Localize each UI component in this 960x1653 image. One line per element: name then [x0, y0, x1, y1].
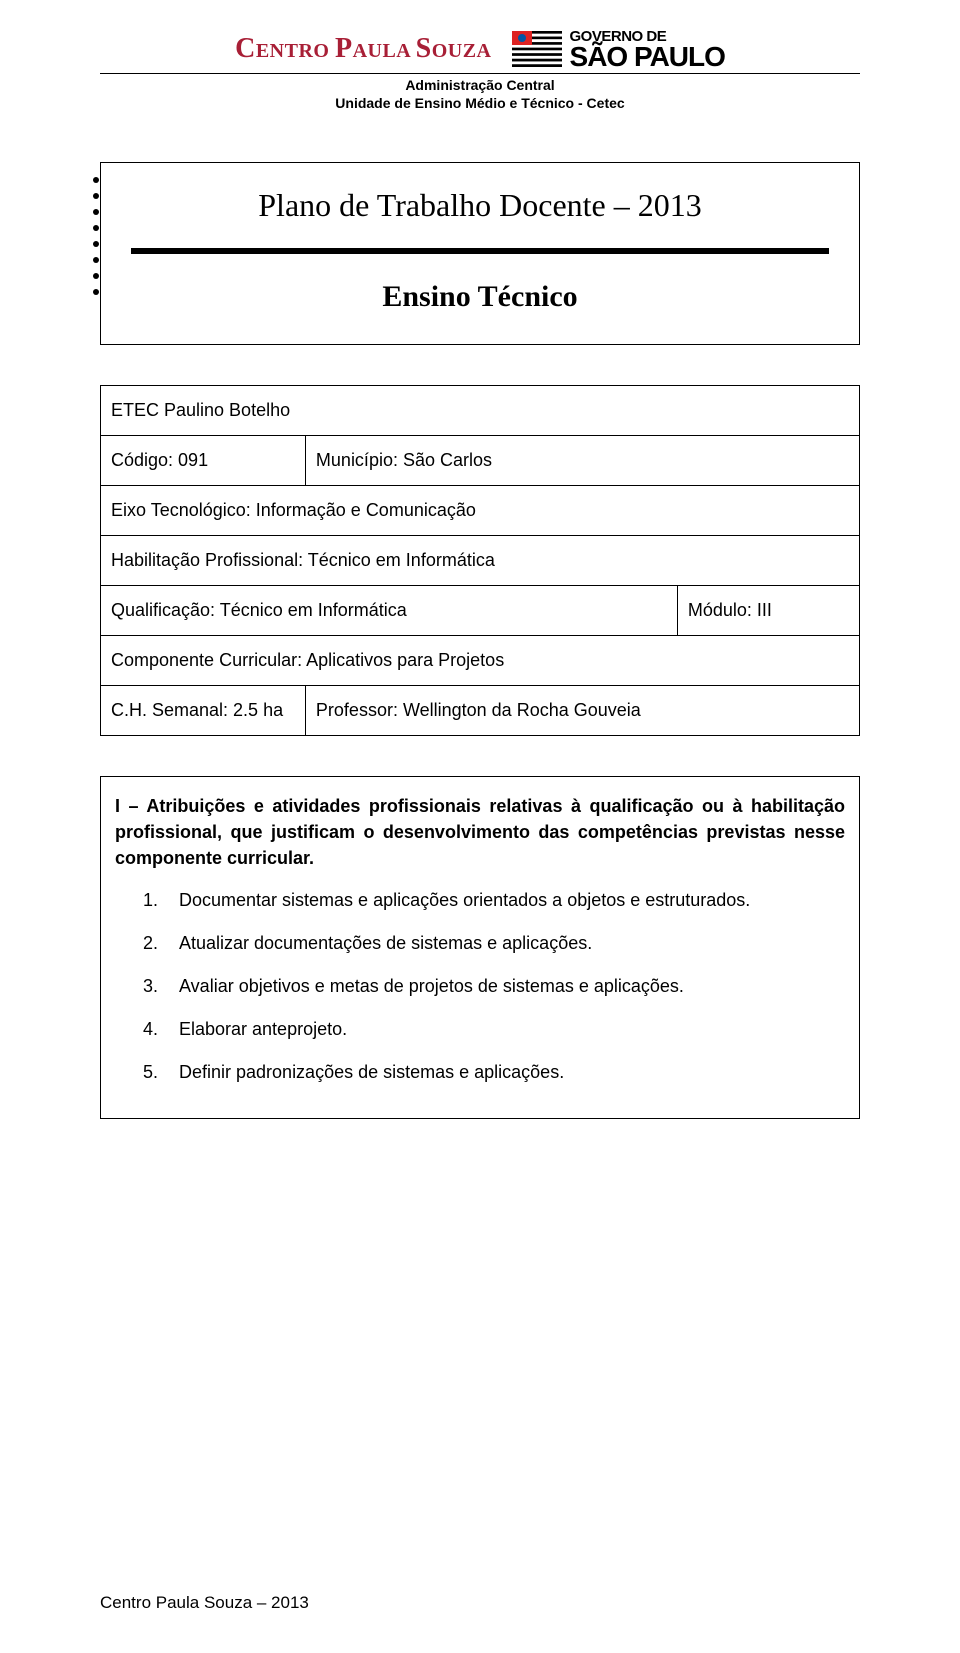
spiral-dots-icon: [93, 177, 99, 295]
list-item: 5.Definir padronizações de sistemas e ap…: [115, 1059, 845, 1086]
table-row: C.H. Semanal: 2.5 ha Professor: Wellingt…: [101, 686, 860, 736]
list-item-number: 4.: [115, 1016, 179, 1043]
list-item-number: 5.: [115, 1059, 179, 1086]
title-main: Plano de Trabalho Docente – 2013: [131, 187, 829, 224]
table-row: Eixo Tecnológico: Informação e Comunicaç…: [101, 486, 860, 536]
list-item: 1.Documentar sistemas e aplicações orien…: [115, 887, 845, 914]
list-item: 2.Atualizar documentações de sistemas e …: [115, 930, 845, 957]
list-item-text: Documentar sistemas e aplicações orienta…: [179, 887, 845, 914]
attributions-cell: I – Atribuições e atividades profissiona…: [101, 777, 860, 1119]
info-table: ETEC Paulino Botelho Código: 091 Municíp…: [100, 385, 860, 736]
etec-cell: ETEC Paulino Botelho: [101, 386, 860, 436]
subheader-line2: Unidade de Ensino Médio e Técnico - Cete…: [100, 94, 860, 112]
municipio-cell: Município: São Carlos: [305, 436, 859, 486]
gov-line2: SÃO PAULO: [570, 44, 725, 69]
modulo-cell: Módulo: III: [677, 586, 859, 636]
list-item-number: 1.: [115, 887, 179, 914]
attributions-list: 1.Documentar sistemas e aplicações orien…: [115, 887, 845, 1086]
professor-cell: Professor: Wellington da Rocha Gouveia: [305, 686, 859, 736]
subheader-line1: Administração Central: [100, 76, 860, 94]
componente-cell: Componente Curricular: Aplicativos para …: [101, 636, 860, 686]
list-item: 3.Avaliar objetivos e metas de projetos …: [115, 973, 845, 1000]
title-sub: Ensino Técnico: [131, 280, 829, 314]
table-row: Qualificação: Técnico em Informática Mód…: [101, 586, 860, 636]
habilitacao-cell: Habilitação Profissional: Técnico em Inf…: [101, 536, 860, 586]
attributions-table: I – Atribuições e atividades profissiona…: [100, 776, 860, 1119]
gov-text: GOVERNO DE SÃO PAULO: [570, 30, 725, 69]
title-rule: [131, 248, 829, 254]
qualificacao-cell: Qualificação: Técnico em Informática: [101, 586, 678, 636]
list-item: 4.Elaborar anteprojeto.: [115, 1016, 845, 1043]
table-row: ETEC Paulino Botelho: [101, 386, 860, 436]
subheader: Administração Central Unidade de Ensino …: [100, 73, 860, 112]
sao-paulo-flag-icon: [512, 31, 562, 67]
eixo-cell: Eixo Tecnológico: Informação e Comunicaç…: [101, 486, 860, 536]
footer-text: Centro Paula Souza – 2013: [100, 1593, 309, 1613]
page: CENTRO PAULA SOUZA: [0, 0, 960, 1653]
list-item-text: Atualizar documentações de sistemas e ap…: [179, 930, 845, 957]
logo-governo-sp: GOVERNO DE SÃO PAULO: [512, 30, 725, 69]
logo-centro-paula-souza: CENTRO PAULA SOUZA: [235, 33, 491, 65]
table-row: Código: 091 Município: São Carlos: [101, 436, 860, 486]
list-item-text: Definir padronizações de sistemas e apli…: [179, 1059, 845, 1086]
list-item-text: Elaborar anteprojeto.: [179, 1016, 845, 1043]
table-row: Habilitação Profissional: Técnico em Inf…: [101, 536, 860, 586]
ch-cell: C.H. Semanal: 2.5 ha: [101, 686, 306, 736]
codigo-cell: Código: 091: [101, 436, 306, 486]
list-item-number: 3.: [115, 973, 179, 1000]
list-item-text: Avaliar objetivos e metas de projetos de…: [179, 973, 845, 1000]
table-row: Componente Curricular: Aplicativos para …: [101, 636, 860, 686]
attributions-heading: I – Atribuições e atividades profissiona…: [115, 793, 845, 871]
list-item-number: 2.: [115, 930, 179, 957]
header-logos: CENTRO PAULA SOUZA: [100, 30, 860, 69]
title-box: Plano de Trabalho Docente – 2013 Ensino …: [100, 162, 860, 345]
table-row: I – Atribuições e atividades profissiona…: [101, 777, 860, 1119]
logo-left-text: CENTRO PAULA SOUZA: [235, 33, 491, 65]
